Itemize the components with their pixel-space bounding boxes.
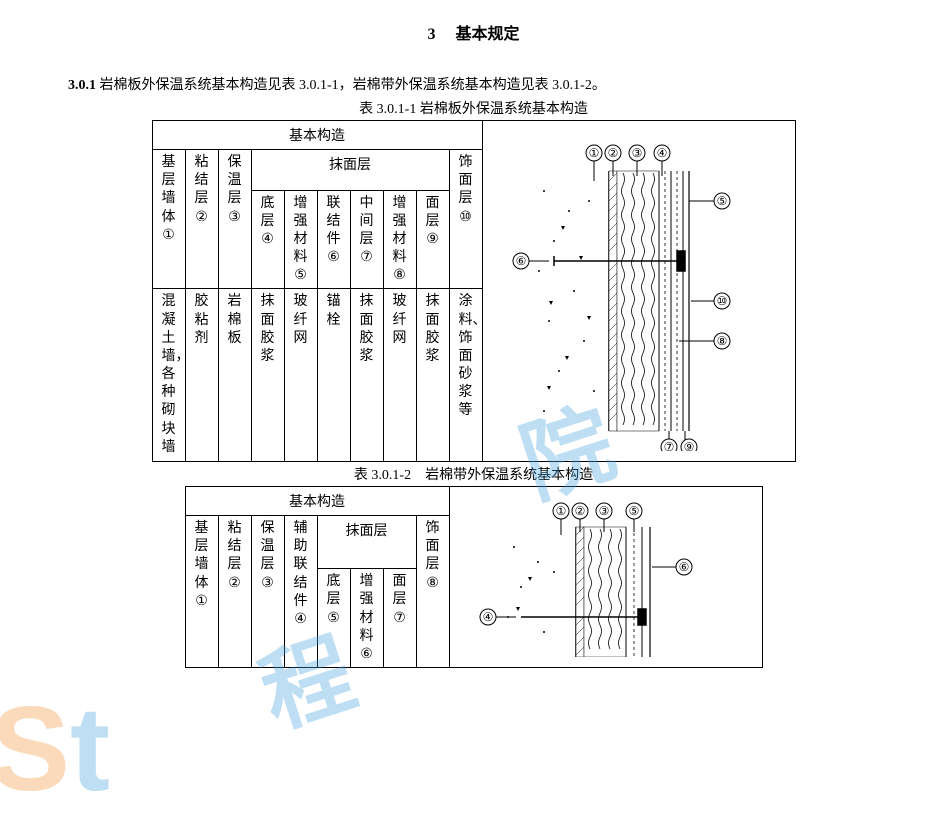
t2-head-6: 增强材料⑥ [350,569,383,668]
svg-text:④: ④ [656,146,667,160]
svg-text:⑤: ⑤ [628,504,639,518]
table1-diagram-cell: ① ② ③ ④ ⑤ ⑥ ⑩ [482,121,795,462]
t1-val-1: 混凝土墙，各种砌块墙 [152,289,185,462]
table2-header-row1: 基本构造 [185,487,762,516]
t1-val-10: 涂料、饰面砂浆等 [449,289,482,462]
svg-text:⑧: ⑧ [716,334,727,348]
t1-val-5: 玻纤网 [284,289,317,462]
svg-text:⑨: ⑨ [683,440,694,451]
t1-val-6: 锚栓 [317,289,350,462]
svg-text:①: ① [588,146,599,160]
para-number: 3.0.1 [68,78,96,93]
t1-head-9: 面层⑨ [416,190,449,289]
watermark-s: St [0,680,110,818]
table2-basic-header: 基本构造 [185,487,449,516]
t1-head-1: 基层墙体① [152,150,185,289]
t1-head-6: 联结件⑥ [317,190,350,289]
table1-caption: 表 3.0.1-1 岩棉板外保温系统基本构造 [40,98,907,118]
t2-head-3: 保温层③ [251,516,284,668]
t1-val-7: 抹面胶浆 [350,289,383,462]
t2-head-2: 粘结层② [218,516,251,668]
section-number: 3 [427,26,435,43]
table2-caption: 表 3.0.1-2 岩棉带外保温系统基本构造 [40,464,907,484]
t1-head-8: 增强材料⑧ [383,190,416,289]
svg-text:③: ③ [598,504,609,518]
t2-head-4: 辅助联结件④ [284,516,317,668]
t2-head-8: 饰面层⑧ [416,516,449,668]
para-text: 岩棉板外保温系统基本构造见表 3.0.1-1，岩棉带外保温系统基本构造见表 3.… [100,78,606,93]
t1-val-4: 抹面胶浆 [251,289,284,462]
t2-head-1: 基层墙体① [185,516,218,668]
t2-head-5: 底层⑤ [317,569,350,668]
svg-text:②: ② [574,504,585,518]
svg-text:①: ① [555,504,566,518]
table2-diagram: ① ② ③ ⑤ ⑥ ④ [466,497,746,657]
t1-head-4: 底层④ [251,190,284,289]
table-3-0-1-2: 基本构造 [185,486,763,668]
section-title: 3 基本规定 [40,20,907,44]
t1-head-10: 饰面层⑩ [449,150,482,289]
t2-plaster-header: 抹面层 [317,516,416,569]
t1-plaster-header: 抹面层 [251,150,449,191]
svg-text:⑥: ⑥ [678,560,689,574]
para-3-0-1: 3.0.1 岩棉板外保温系统基本构造见表 3.0.1-1，岩棉带外保温系统基本构… [40,74,907,94]
t1-val-3: 岩棉板 [218,289,251,462]
svg-text:⑦: ⑦ [663,440,674,451]
svg-text:⑤: ⑤ [716,194,727,208]
t1-head-5: 增强材料⑤ [284,190,317,289]
table1-basic-header: 基本构造 [152,121,482,150]
t1-val-2: 胶粘剂 [185,289,218,462]
table2-diagram-cell: ① ② ③ ⑤ ⑥ ④ [449,487,762,668]
t1-val-8: 玻纤网 [383,289,416,462]
t1-head-7: 中间层⑦ [350,190,383,289]
t1-head-3: 保温层③ [218,150,251,289]
svg-text:④: ④ [482,610,493,624]
section-title-text: 基本规定 [456,26,520,43]
table1-header-row1: 基本构造 [152,121,795,150]
svg-text:②: ② [607,146,618,160]
svg-text:③: ③ [631,146,642,160]
t1-head-2: 粘结层② [185,150,218,289]
t1-val-9: 抹面胶浆 [416,289,449,462]
svg-text:⑩: ⑩ [716,294,727,308]
table1-diagram: ① ② ③ ④ ⑤ ⑥ ⑩ [499,131,779,451]
t2-head-7: 面层⑦ [383,569,416,668]
svg-text:⑥: ⑥ [515,254,526,268]
table-3-0-1-1: 基本构造 [152,120,796,462]
